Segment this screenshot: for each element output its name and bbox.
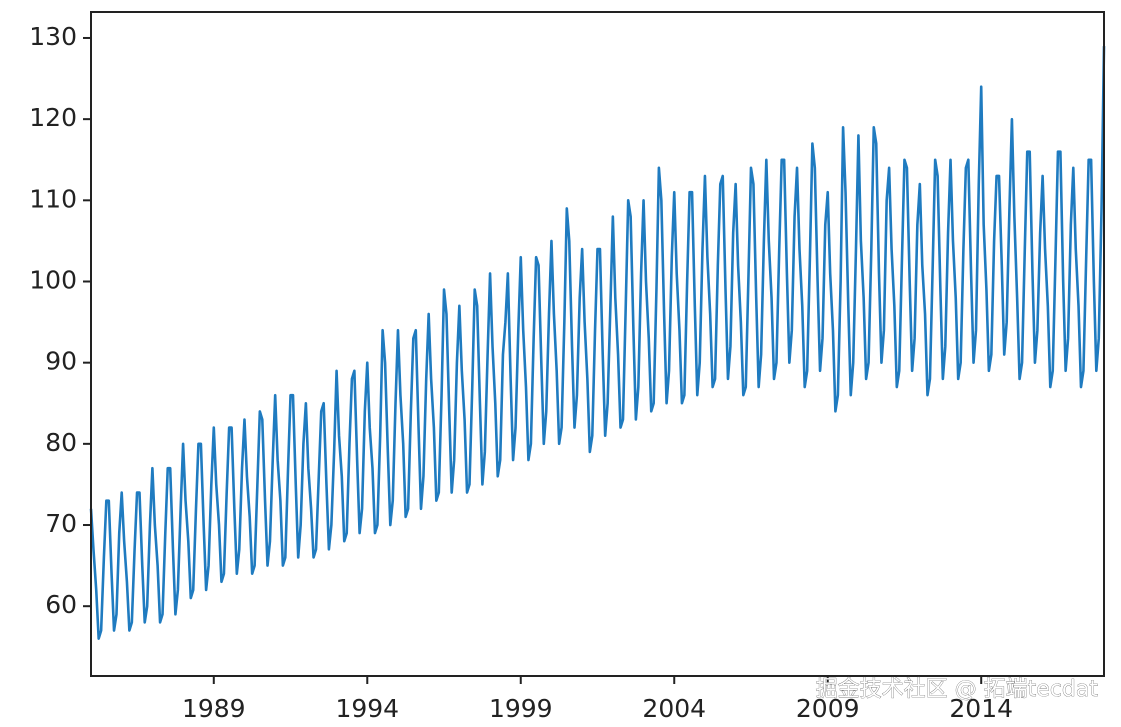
y-tick-label: 80 bbox=[45, 428, 77, 457]
ticks: 60 70 80 90 100 110 120 130 1989 1994 1999 2004 2009… bbox=[29, 22, 1013, 723]
x-tick-label: 2009 bbox=[796, 694, 860, 723]
x-tick-label: 1994 bbox=[335, 694, 399, 723]
series-line bbox=[89, 46, 1106, 640]
x-tick-label: 2004 bbox=[642, 694, 706, 723]
y-tick-label: 100 bbox=[29, 265, 77, 294]
watermark: 掘金技术社区 @ 拓端tecdat bbox=[816, 677, 1099, 702]
y-tick-label: 110 bbox=[29, 184, 77, 213]
y-tick-label: 70 bbox=[45, 509, 77, 538]
y-tick-label: 120 bbox=[29, 103, 77, 132]
plot-area bbox=[89, 46, 1106, 640]
x-tick-label: 2014 bbox=[949, 694, 1013, 723]
y-tick-label: 90 bbox=[45, 347, 77, 376]
y-tick-label: 130 bbox=[29, 22, 77, 51]
x-tick-label: 1989 bbox=[182, 694, 246, 723]
y-tick-label: 60 bbox=[45, 590, 77, 619]
axes-frame bbox=[90, 11, 1105, 677]
x-tick-label: 1999 bbox=[489, 694, 553, 723]
